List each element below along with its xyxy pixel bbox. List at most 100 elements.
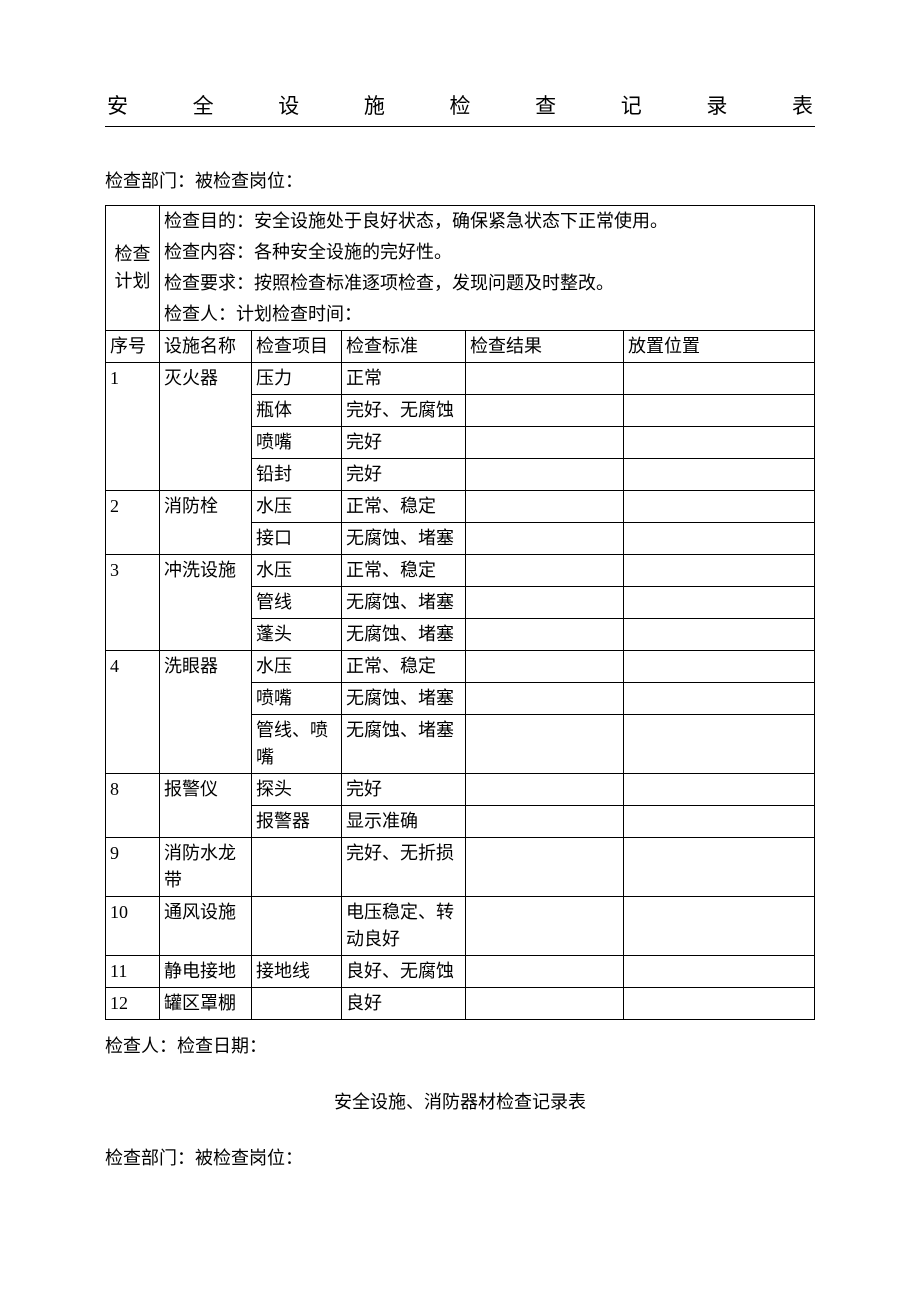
table-row: 4洗眼器水压正常、稳定 [106, 651, 815, 683]
cell-result [466, 363, 624, 395]
cell-item: 铅封 [252, 459, 342, 491]
cell-item: 喷嘴 [252, 683, 342, 715]
table-row: 3冲洗设施水压正常、稳定 [106, 555, 815, 587]
hdr-seq: 序号 [106, 331, 160, 363]
cell-result [466, 897, 624, 956]
cell-pos [624, 806, 815, 838]
hdr-result: 检查结果 [466, 331, 624, 363]
cell-name: 罐区罩棚 [160, 988, 252, 1020]
hdr-std: 检查标准 [342, 331, 466, 363]
cell-name: 消防栓 [160, 491, 252, 555]
cell-item: 水压 [252, 651, 342, 683]
cell-std: 正常、稳定 [342, 651, 466, 683]
cell-seq: 4 [106, 651, 160, 774]
cell-result [466, 395, 624, 427]
cell-pos [624, 523, 815, 555]
cell-item: 水压 [252, 491, 342, 523]
cell-seq: 10 [106, 897, 160, 956]
meta-top-line: 检查部门：被检查岗位： [105, 167, 815, 193]
cell-item: 水压 [252, 555, 342, 587]
cell-std: 完好 [342, 427, 466, 459]
table-row: 10通风设施 电压稳定、转动良好 [106, 897, 815, 956]
cell-seq: 3 [106, 555, 160, 651]
hdr-item: 检查项目 [252, 331, 342, 363]
cell-result [466, 715, 624, 774]
subtitle: 安全设施、消防器材检查记录表 [105, 1088, 815, 1114]
cell-pos [624, 555, 815, 587]
cell-item: 探头 [252, 774, 342, 806]
plan-row-3: 检查要求：按照检查标准逐项检查，发现问题及时整改。 [106, 268, 815, 299]
cell-item: 瓶体 [252, 395, 342, 427]
cell-std: 良好 [342, 988, 466, 1020]
cell-std: 电压稳定、转动良好 [342, 897, 466, 956]
cell-seq: 12 [106, 988, 160, 1020]
plan-line-1: 检查目的：安全设施处于良好状态，确保紧急状态下正常使用。 [160, 206, 815, 238]
cell-pos [624, 956, 815, 988]
cell-pos [624, 491, 815, 523]
cell-seq: 8 [106, 774, 160, 838]
table-row: 9消防水龙带完好、无折损 [106, 838, 815, 897]
table-body: 1灭火器压力正常瓶体完好、无腐蚀喷嘴完好铅封完好2消防栓水压正常、稳定接口无腐蚀… [106, 363, 815, 1020]
cell-item: 压力 [252, 363, 342, 395]
cell-pos [624, 427, 815, 459]
cell-std: 完好、无腐蚀 [342, 395, 466, 427]
plan-label: 检查计划 [115, 244, 151, 291]
cell-name: 报警仪 [160, 774, 252, 838]
cell-seq: 9 [106, 838, 160, 897]
plan-row-1: 检查计划 检查目的：安全设施处于良好状态，确保紧急状态下正常使用。 [106, 206, 815, 238]
plan-line-3: 检查要求：按照检查标准逐项检查，发现问题及时整改。 [160, 268, 815, 299]
cell-std: 无腐蚀、堵塞 [342, 587, 466, 619]
cell-name: 静电接地 [160, 956, 252, 988]
cell-name: 灭火器 [160, 363, 252, 491]
cell-pos [624, 459, 815, 491]
plan-row-2: 检查内容：各种安全设施的完好性。 [106, 237, 815, 268]
cell-name: 通风设施 [160, 897, 252, 956]
cell-result [466, 651, 624, 683]
cell-item: 蓬头 [252, 619, 342, 651]
table-row: 11静电接地接地线良好、无腐蚀 [106, 956, 815, 988]
cell-result [466, 683, 624, 715]
table-row: 12罐区罩棚 良好 [106, 988, 815, 1020]
document-title: 安全设施检查记录表 [105, 90, 815, 127]
cell-pos [624, 838, 815, 897]
cell-result [466, 774, 624, 806]
cell-item [252, 988, 342, 1020]
cell-pos [624, 619, 815, 651]
cell-std: 正常、稳定 [342, 491, 466, 523]
cell-pos [624, 897, 815, 956]
cell-result [466, 956, 624, 988]
cell-result [466, 491, 624, 523]
table-row: 1灭火器压力正常 [106, 363, 815, 395]
cell-name: 消防水龙带 [160, 838, 252, 897]
plan-label-cell: 检查计划 [106, 206, 160, 331]
hdr-pos: 放置位置 [624, 331, 815, 363]
cell-item: 接口 [252, 523, 342, 555]
inspection-table: 检查计划 检查目的：安全设施处于良好状态，确保紧急状态下正常使用。 检查内容：各… [105, 205, 815, 1020]
cell-name: 冲洗设施 [160, 555, 252, 651]
cell-std: 完好 [342, 774, 466, 806]
plan-line-2: 检查内容：各种安全设施的完好性。 [160, 237, 815, 268]
cell-result [466, 838, 624, 897]
cell-std: 完好 [342, 459, 466, 491]
plan-row-4: 检查人：计划检查时间： [106, 299, 815, 331]
cell-result [466, 619, 624, 651]
cell-pos [624, 683, 815, 715]
cell-item [252, 838, 342, 897]
cell-seq: 1 [106, 363, 160, 491]
cell-seq: 11 [106, 956, 160, 988]
cell-item: 报警器 [252, 806, 342, 838]
cell-item [252, 897, 342, 956]
cell-seq: 2 [106, 491, 160, 555]
cell-pos [624, 395, 815, 427]
cell-std: 良好、无腐蚀 [342, 956, 466, 988]
cell-item: 管线 [252, 587, 342, 619]
cell-pos [624, 363, 815, 395]
table-row: 2消防栓水压正常、稳定 [106, 491, 815, 523]
cell-item: 喷嘴 [252, 427, 342, 459]
cell-pos [624, 715, 815, 774]
cell-pos [624, 651, 815, 683]
cell-item: 接地线 [252, 956, 342, 988]
cell-std: 无腐蚀、堵塞 [342, 619, 466, 651]
cell-result [466, 806, 624, 838]
meta-bottom-line: 检查部门：被检查岗位： [105, 1144, 815, 1170]
